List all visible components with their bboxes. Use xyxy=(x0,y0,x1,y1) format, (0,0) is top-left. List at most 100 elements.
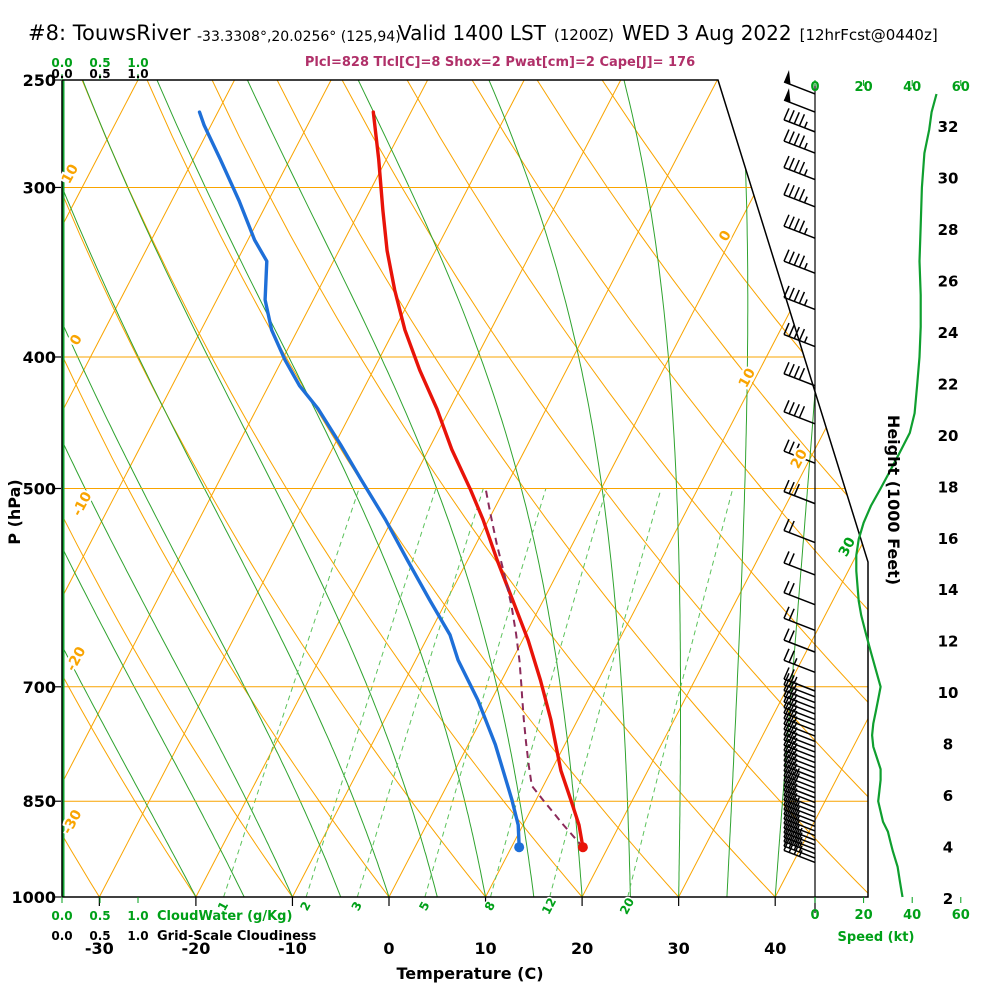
dry-adiabat-line xyxy=(601,80,868,897)
svg-text:850: 850 xyxy=(23,792,56,811)
dry-adiabat-line xyxy=(406,80,868,897)
forecast-tag: [12hrFcst@0440z] xyxy=(799,26,938,44)
svg-text:32: 32 xyxy=(938,118,959,136)
valid-date: WED 3 Aug 2022 xyxy=(622,21,792,45)
svg-text:3: 3 xyxy=(349,899,365,913)
dry-adiabat-line xyxy=(62,80,197,897)
svg-text:0.0: 0.0 xyxy=(51,56,72,70)
svg-text:22: 22 xyxy=(938,375,959,393)
moist-adiabat-line xyxy=(246,80,535,897)
svg-text:0: 0 xyxy=(810,80,819,95)
svg-text:30: 30 xyxy=(938,170,959,188)
svg-text:28: 28 xyxy=(938,221,959,239)
svg-text:0: 0 xyxy=(716,228,735,244)
svg-text:10: 10 xyxy=(938,684,959,702)
temperature-curve xyxy=(371,110,585,849)
svg-text:-30: -30 xyxy=(85,939,114,958)
svg-text:2: 2 xyxy=(297,899,313,913)
svg-text:Height (1000 Feet): Height (1000 Feet) xyxy=(884,415,903,585)
valid-time-group: Valid 1400 LST (1200Z) WED 3 Aug 2022 [1… xyxy=(398,21,938,45)
mixing-ratio-line xyxy=(490,488,607,897)
svg-text:0.5: 0.5 xyxy=(89,56,110,70)
svg-text:0: 0 xyxy=(383,939,394,958)
isotherm-line xyxy=(62,80,139,897)
svg-text:60: 60 xyxy=(952,80,970,95)
svg-text:12: 12 xyxy=(938,633,959,651)
svg-text:18: 18 xyxy=(938,478,959,496)
mixing-ratio-line xyxy=(305,488,437,897)
dry-adiabat-line xyxy=(341,80,868,897)
svg-text:1.0: 1.0 xyxy=(127,67,148,81)
svg-text:0.0: 0.0 xyxy=(51,929,72,943)
mixing-ratio-line xyxy=(223,488,360,897)
svg-text:Grid-Scale Cloudiness: Grid-Scale Cloudiness xyxy=(157,929,317,944)
dry-adiabat-line xyxy=(146,80,679,897)
moist-adiabat-line xyxy=(62,80,245,897)
svg-text:40: 40 xyxy=(903,908,921,923)
dry-adiabat-line xyxy=(62,80,293,897)
svg-text:5: 5 xyxy=(416,899,432,913)
sounding-params: Plcl=828 Tlcl[C]=8 Shox=2 Pwat[cm]=2 Cap… xyxy=(304,55,696,70)
svg-text:1.0: 1.0 xyxy=(127,929,148,943)
axes: 250 30 0 400 5 0 0 700 850 1000 P (hPa) -30 -20 -10 0 1… xyxy=(5,56,970,983)
dewpoint-curve xyxy=(197,110,521,849)
svg-text:0: 0 xyxy=(67,332,86,348)
svg-text:0.5: 0.5 xyxy=(89,67,110,81)
svg-text:0.5: 0.5 xyxy=(89,909,110,923)
mixing-ratio-line xyxy=(627,488,734,897)
svg-text:20: 20 xyxy=(855,80,873,95)
svg-text:60: 60 xyxy=(952,908,970,923)
svg-text:2: 2 xyxy=(943,890,953,908)
profiles xyxy=(197,110,585,849)
svg-text:20: 20 xyxy=(855,908,873,923)
svg-text:1000: 1000 xyxy=(11,888,56,907)
mixing-ratio-line xyxy=(549,488,662,897)
isotherm-line xyxy=(774,80,868,897)
svg-text:20: 20 xyxy=(571,939,593,958)
svg-text:CloudWater (g/Kg): CloudWater (g/Kg) xyxy=(157,909,292,924)
moist-adiabat-line xyxy=(62,80,293,897)
svg-text:40: 40 xyxy=(764,939,786,958)
surface-temp-dot xyxy=(577,842,588,853)
svg-text:700: 700 xyxy=(23,678,56,697)
svg-text:0.5: 0.5 xyxy=(89,929,110,943)
svg-text:4: 4 xyxy=(943,839,953,857)
dry-adiabat-line xyxy=(0,80,3,897)
dry-adiabat-line xyxy=(471,80,868,897)
moist-adiabat-line xyxy=(62,80,390,897)
svg-text:16: 16 xyxy=(938,530,959,548)
moist-adiabat-line xyxy=(82,80,438,897)
svg-text:12: 12 xyxy=(539,895,559,916)
svg-text:400: 400 xyxy=(23,348,56,367)
moist-adiabat-line xyxy=(623,80,681,897)
station-coords: -33.3308°,20.0256° (125,94) xyxy=(197,29,401,45)
svg-text:26: 26 xyxy=(938,272,959,290)
svg-text:6: 6 xyxy=(943,787,953,805)
svg-text:P (hPa): P (hPa) xyxy=(5,479,24,544)
svg-text:-10: -10 xyxy=(69,489,95,519)
dry-adiabat-line xyxy=(62,80,486,897)
station-title: #8: TouwsRiver xyxy=(28,21,191,45)
plot-border xyxy=(61,79,869,898)
wind-speed-curve xyxy=(855,93,938,898)
isotherm-line xyxy=(678,80,868,897)
svg-text:250: 250 xyxy=(23,71,56,90)
valid-zulu: (1200Z) xyxy=(553,26,615,44)
svg-text:20: 20 xyxy=(938,427,959,445)
svg-text:-20: -20 xyxy=(181,939,210,958)
wind-barbs xyxy=(783,69,816,864)
svg-text:14: 14 xyxy=(938,581,959,599)
svg-text:Temperature (C): Temperature (C) xyxy=(396,964,543,983)
background-grid xyxy=(0,80,868,897)
svg-text:20: 20 xyxy=(617,895,637,916)
dry-adiabat-line xyxy=(62,80,390,897)
speed-curve-group xyxy=(855,93,938,898)
svg-text:8: 8 xyxy=(482,899,498,913)
svg-text:0.0: 0.0 xyxy=(51,909,72,923)
svg-text:1.0: 1.0 xyxy=(127,56,148,70)
svg-text:-20: -20 xyxy=(63,644,89,674)
svg-text:0.0: 0.0 xyxy=(51,67,72,81)
isotherm-line xyxy=(62,80,235,897)
